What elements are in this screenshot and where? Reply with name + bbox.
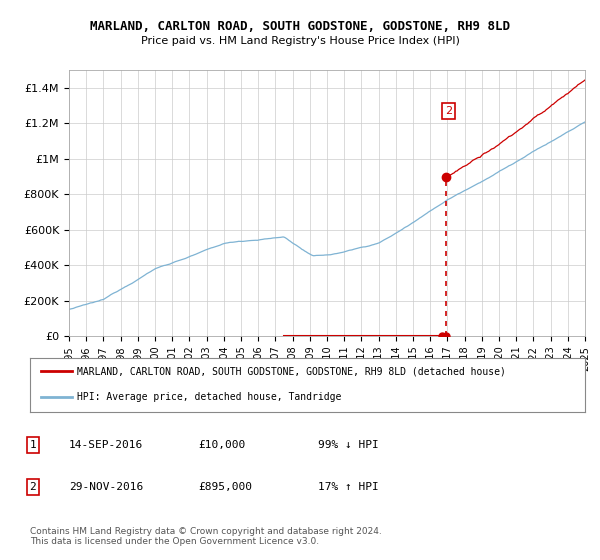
Text: HPI: Average price, detached house, Tandridge: HPI: Average price, detached house, Tand… [77,392,341,402]
Text: Contains HM Land Registry data © Crown copyright and database right 2024.
This d: Contains HM Land Registry data © Crown c… [30,526,382,546]
Text: MARLAND, CARLTON ROAD, SOUTH GODSTONE, GODSTONE, RH9 8LD: MARLAND, CARLTON ROAD, SOUTH GODSTONE, G… [90,20,510,32]
Text: 29-NOV-2016: 29-NOV-2016 [69,482,143,492]
Text: £895,000: £895,000 [198,482,252,492]
Text: MARLAND, CARLTON ROAD, SOUTH GODSTONE, GODSTONE, RH9 8LD (detached house): MARLAND, CARLTON ROAD, SOUTH GODSTONE, G… [77,367,506,377]
Text: 99% ↓ HPI: 99% ↓ HPI [318,440,379,450]
Text: 1: 1 [29,440,37,450]
Text: £10,000: £10,000 [198,440,245,450]
Text: Price paid vs. HM Land Registry's House Price Index (HPI): Price paid vs. HM Land Registry's House … [140,36,460,46]
Text: 17% ↑ HPI: 17% ↑ HPI [318,482,379,492]
Text: 2: 2 [445,106,452,116]
Text: 14-SEP-2016: 14-SEP-2016 [69,440,143,450]
Text: 2: 2 [29,482,37,492]
